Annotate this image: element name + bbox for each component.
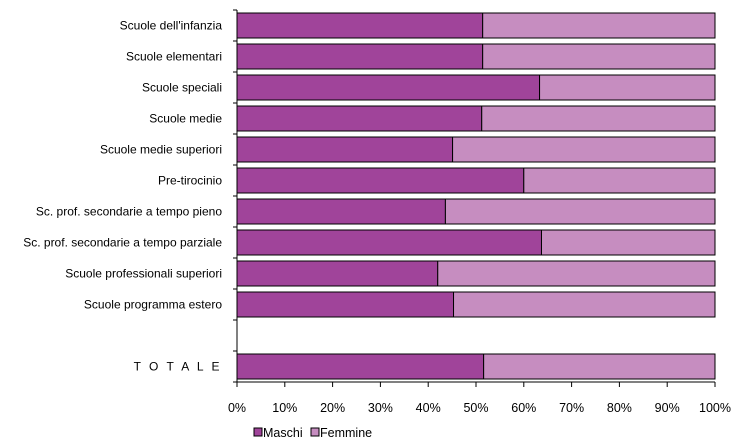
legend-swatch-femmine <box>310 427 320 437</box>
bar-maschi-2 <box>236 74 541 101</box>
x-tick-label: 90% <box>655 401 680 415</box>
legend: Maschi Femmine <box>253 426 372 440</box>
bars-group <box>236 12 716 380</box>
bar-femmine-7 <box>540 229 716 256</box>
category-label: Sc. prof. secondarie a tempo parziale <box>23 236 222 250</box>
bar-maschi-1 <box>236 43 484 70</box>
bar-maschi-3 <box>236 105 483 132</box>
x-tick-label: 30% <box>368 401 393 415</box>
axes <box>233 9 716 387</box>
category-label: Scuole professionali superiori <box>65 267 222 281</box>
bar-femmine-3 <box>481 105 716 132</box>
x-tick-label: 40% <box>416 401 441 415</box>
bar-femmine-4 <box>452 136 716 163</box>
bar-maschi-6 <box>236 198 446 225</box>
category-label: Scuole programma estero <box>84 298 222 312</box>
bar-maschi-8 <box>236 260 439 287</box>
x-tick-label: 80% <box>607 401 632 415</box>
category-label: Sc. prof. secondarie a tempo pieno <box>36 205 222 219</box>
bar-femmine-8 <box>437 260 716 287</box>
x-tick-label: 70% <box>559 401 584 415</box>
bar-femmine-5 <box>523 167 716 194</box>
bar-femmine-9 <box>453 291 716 318</box>
category-label: Scuole medie <box>149 112 222 126</box>
bar-maschi-0 <box>236 12 484 39</box>
category-label: Scuole speciali <box>142 81 222 95</box>
x-tick-label: 20% <box>320 401 345 415</box>
bar-maschi-5 <box>236 167 525 194</box>
bar-maschi-11 <box>236 353 485 380</box>
bar-maschi-7 <box>236 229 542 256</box>
category-label: Scuole medie superiori <box>100 143 222 157</box>
x-tick-label: 0% <box>228 401 246 415</box>
bar-femmine-1 <box>482 43 716 70</box>
legend-label-maschi: Maschi <box>263 426 303 440</box>
legend-label-femmine: Femmine <box>320 426 372 440</box>
bar-femmine-0 <box>482 12 716 39</box>
legend-swatch-maschi <box>253 427 263 437</box>
bar-femmine-6 <box>444 198 716 225</box>
category-label: Pre-tirocinio <box>158 174 222 188</box>
category-labels: Scuole dell'infanzia Scuole elementari Scu… <box>23 19 222 374</box>
category-label: T O T A L E <box>134 360 222 374</box>
x-tick-label: 100% <box>699 401 731 415</box>
x-tick-label: 10% <box>272 401 297 415</box>
x-tick-label: 50% <box>463 401 488 415</box>
category-label: Scuole elementari <box>126 50 222 64</box>
bar-maschi-9 <box>236 291 455 318</box>
x-tick-labels: 0% 10% 20% 30% 40% 50% 60% 70% 80% 90% 100% <box>228 401 731 415</box>
x-tick-label: 60% <box>511 401 536 415</box>
bar-femmine-2 <box>539 74 716 101</box>
bar-femmine-11 <box>483 353 716 380</box>
category-label: Scuole dell'infanzia <box>120 19 223 33</box>
bar-maschi-4 <box>236 136 454 163</box>
